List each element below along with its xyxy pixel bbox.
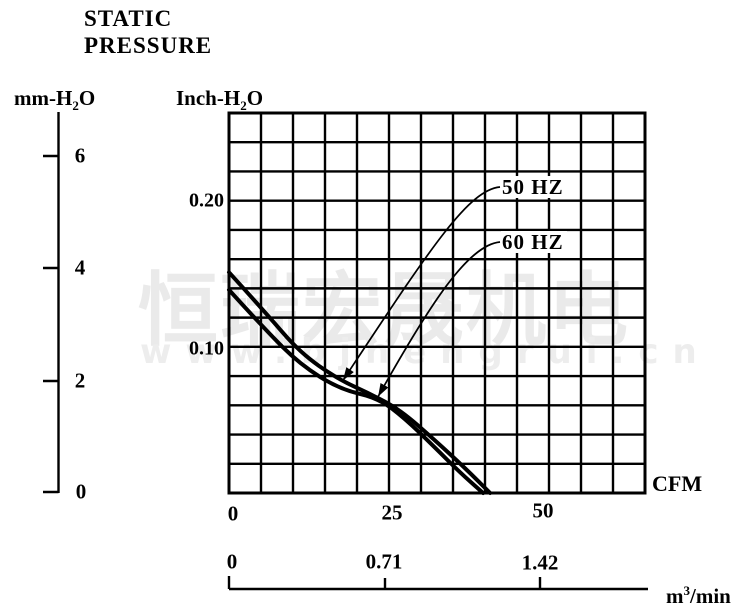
inch-h2o-label-sub: 2	[240, 98, 247, 114]
cfm-tick-25: 25	[381, 500, 403, 525]
cfm-unit-label: CFM	[652, 471, 703, 496]
chart-title-line2: PRESSURE	[84, 33, 213, 58]
m3min-unit-post: /min	[690, 584, 731, 608]
cfm-tick-0: 0	[227, 501, 239, 526]
m3min-tick-0: 0	[226, 549, 238, 574]
mm-h2o-label-post: O	[78, 86, 96, 110]
chart-title: STATIC PRESSURE	[84, 5, 212, 59]
watermark-cjk-text: 恒瑞宏晟机电	[138, 264, 630, 357]
cfm-tick-50: 50	[532, 498, 554, 523]
m3min-unit-label: m3/min	[666, 583, 731, 609]
m3min-unit-sup: 3	[683, 583, 691, 598]
mm-tick-0: 0	[75, 479, 87, 504]
grid-lines	[227, 111, 647, 495]
series-label-60hz: 60 HZ	[501, 231, 567, 253]
inch-tick-020: 0.20	[189, 189, 224, 212]
m3min-tick-142: 1.42	[521, 550, 559, 575]
mm-h2o-axis-label: mm-H2O	[14, 86, 95, 114]
mm-tick-6: 6	[74, 143, 86, 168]
mm-h2o-label-pre: mm-H	[14, 86, 73, 110]
inch-tick-010: 0.10	[189, 337, 224, 360]
mm-tick-4: 4	[74, 255, 86, 280]
series-label-50hz: 50 HZ	[501, 176, 567, 198]
inch-h2o-label-pre: Inch-H	[176, 86, 241, 110]
inch-h2o-axis-label: Inch-H2O	[176, 86, 263, 114]
mm-tick-2: 2	[74, 368, 86, 393]
chart-title-line1: STATIC	[84, 6, 173, 31]
inch-h2o-label-post: O	[246, 86, 264, 110]
watermark-url-text: www.bjhengrui.cn	[140, 332, 711, 372]
fan-curves	[227, 270, 493, 495]
leader-arrows	[342, 186, 501, 397]
axis-lines	[43, 112, 648, 591]
m3min-tick-071: 0.71	[365, 549, 403, 574]
mm-h2o-label-sub: 2	[72, 98, 79, 114]
m3min-unit-pre: m	[666, 584, 684, 608]
